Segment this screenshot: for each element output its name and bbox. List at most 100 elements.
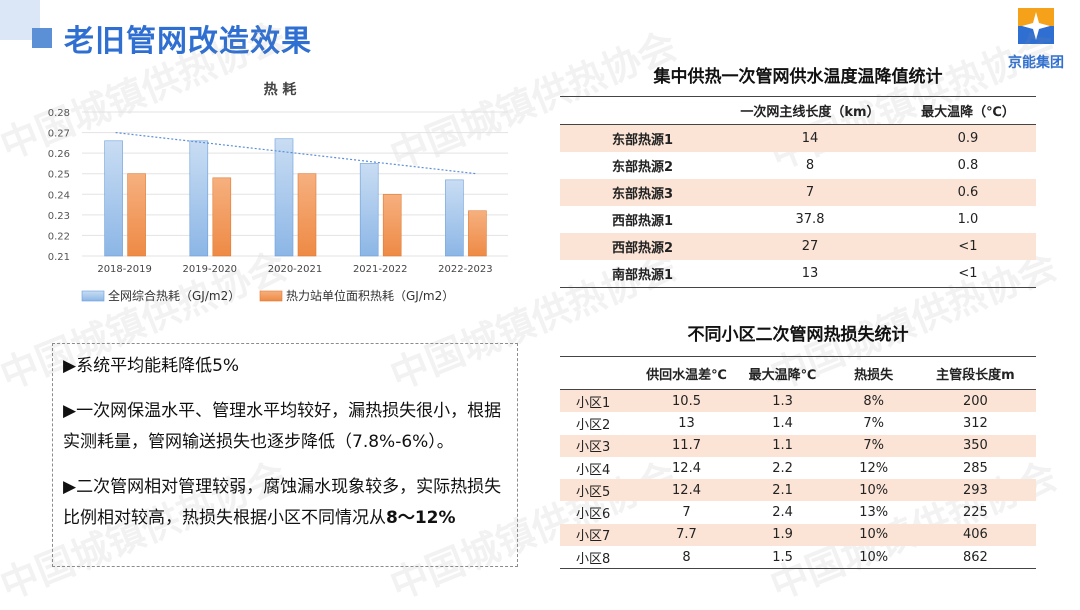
row-label: 小区2 (576, 417, 611, 433)
table-cell: 7 (682, 505, 691, 521)
table-cell: 12% (859, 460, 889, 476)
table-cell: 293 (914, 479, 1036, 502)
column-header: 最大温降（℃） (900, 96, 1036, 125)
table-header-row: 供回水温差℃ 最大温降℃ 热损失 主管段长度m (560, 356, 1036, 390)
table-row: 西部热源1 37.8 1.0 (560, 206, 1036, 233)
x-tick-label: 2022-2023 (438, 264, 493, 275)
table-row: 小区5 12.4 2.1 10% 293 (560, 479, 1036, 502)
row-label: 西部热源1 (612, 214, 674, 229)
table-cell: 12.4 (672, 460, 701, 476)
table-row: 东部热源3 7 0.6 (560, 179, 1036, 206)
column-header (560, 96, 720, 125)
table-row: 小区6 7 2.4 13% 225 (560, 501, 1036, 523)
table-cell: 0.9 (900, 124, 1036, 152)
column-header: 供回水温差℃ (640, 356, 733, 390)
table-cell: 200 (914, 389, 1036, 413)
table-cell: 8 (640, 546, 733, 570)
table-cell: 225 (963, 505, 988, 521)
chart-title: 热 耗 (264, 81, 297, 98)
table-cell: 0.6 (900, 179, 1036, 206)
y-tick-label: 0.21 (48, 252, 70, 263)
bar-network-2019-2020 (189, 140, 209, 257)
x-tick-label: 2020-2021 (268, 264, 323, 275)
summary-point-2: ▶一次网保温水平、管理水平均较好，漏热损失很小，根据实测耗量，管网输送损失也逐步… (63, 401, 502, 452)
y-tick-label: 0.24 (48, 190, 70, 201)
table-row: 南部热源1 13 <1 (560, 260, 1036, 288)
logo-star-icon (1018, 8, 1054, 44)
table-cell: 1.1 (732, 434, 833, 457)
company-logo: 京能集团 (996, 6, 1076, 72)
x-tick-label: 2019-2020 (183, 264, 238, 275)
corner-decoration-accent (32, 28, 52, 48)
summary-point-1: ▶系统平均能耗降低5% (63, 356, 240, 376)
table-cell: 27 (720, 233, 900, 260)
table-row: 东部热源1 14 0.9 (560, 124, 1036, 152)
page-title: 老旧管网改造效果 (64, 24, 312, 59)
bar-network-2022-2023 (445, 179, 464, 257)
table2-title: 不同小区二次管网热损失统计 (687, 325, 909, 345)
table-cell: 1.4 (772, 415, 793, 431)
table-cell: 7.7 (640, 523, 733, 547)
column-header (560, 356, 641, 390)
table-cell: 10% (832, 523, 915, 547)
row-label: 小区5 (560, 479, 641, 502)
table-cell: 406 (914, 523, 1036, 547)
row-label: 东部热源1 (560, 124, 720, 152)
table-cell: 1.5 (732, 546, 833, 570)
row-label: 西部热源2 (560, 233, 720, 260)
table-row: 小区1 10.5 1.3 8% 200 (560, 389, 1036, 413)
table-cell: 2.2 (772, 460, 793, 476)
legend-label: 全网综合热耗（GJ/m2） (108, 288, 240, 303)
table-cell: 2.4 (772, 505, 793, 521)
table-cell: <1 (900, 260, 1036, 288)
x-tick-label: 2021-2022 (353, 264, 408, 275)
table-cell: 862 (914, 546, 1036, 570)
table-cell: 10.5 (640, 389, 733, 413)
bar-station-2018-2019 (127, 173, 146, 257)
table-cell: 37.8 (795, 212, 825, 227)
table-cell: 12.4 (640, 479, 733, 502)
table-row: 小区7 7.7 1.9 10% 406 (560, 523, 1036, 547)
row-label: 小区8 (560, 546, 641, 570)
table-cell: 0.8 (957, 158, 979, 173)
table-row: 小区4 12.4 2.2 12% 285 (560, 457, 1036, 479)
bar-network-2020-2021 (274, 138, 294, 257)
table1-title: 集中供热一次管网供水温度温降值统计 (653, 67, 943, 87)
logo-text: 京能集团 (1008, 55, 1064, 71)
table-row: 西部热源2 27 <1 (560, 233, 1036, 260)
bar-network-2021-2022 (359, 163, 379, 257)
y-tick-label: 0.27 (48, 129, 70, 140)
y-tick-label: 0.26 (48, 149, 70, 160)
row-label: 小区7 (560, 523, 641, 547)
row-label: 小区1 (560, 389, 641, 413)
bar-network-2018-2019 (104, 140, 123, 257)
table-header-row: 一次网主线长度（km） 最大温降（℃） (560, 96, 1036, 125)
row-label: 东部热源2 (612, 160, 674, 175)
row-label: 南部热源1 (560, 260, 720, 288)
trendline (115, 131, 477, 175)
column-header: 主管段长度m (914, 356, 1036, 390)
y-tick-label: 0.25 (48, 170, 70, 181)
table-cell: 350 (914, 434, 1036, 457)
table-cell: <1 (900, 233, 1036, 260)
y-tick-label: 0.28 (48, 108, 70, 119)
table-row: 小区3 11.7 1.1 7% 350 (560, 434, 1036, 457)
legend-swatch (81, 290, 105, 302)
column-header: 热损失 (832, 356, 915, 390)
summary-point-3-highlight: 8～12% (386, 508, 456, 528)
table-cell: 1.3 (732, 389, 833, 413)
y-tick-label: 0.22 (48, 231, 70, 242)
heat-consumption-chart: 热 耗 0.28 0.27 0.26 0.25 0.24 0.23 0.22 0.21 201… (48, 81, 508, 303)
table-row: 东部热源2 8 0.8 (560, 152, 1036, 179)
table-cell: 285 (963, 460, 988, 476)
table-row: 小区8 8 1.5 10% 862 (560, 546, 1036, 570)
table-cell: 7% (863, 415, 884, 431)
table-row: 小区2 13 1.4 7% 312 (560, 412, 1036, 434)
bar-station-2020-2021 (297, 173, 317, 257)
table-cell: 13% (859, 505, 889, 521)
table-cell: 7 (720, 179, 900, 206)
row-label: 小区6 (576, 507, 611, 523)
bar-station-2022-2023 (468, 210, 487, 257)
bar-station-2021-2022 (382, 193, 402, 257)
table-cell: 8% (832, 389, 915, 413)
